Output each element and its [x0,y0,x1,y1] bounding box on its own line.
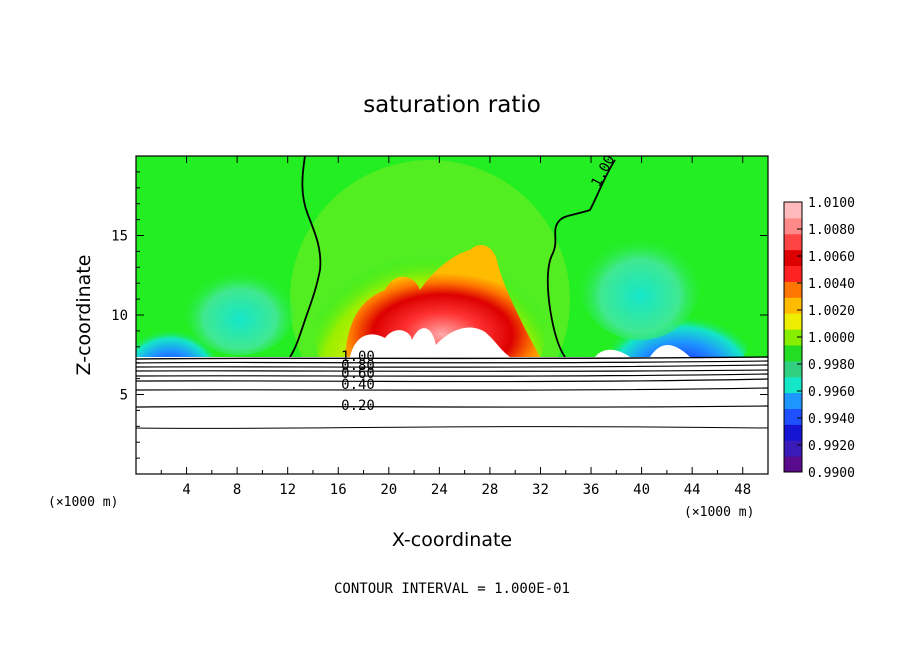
colorbar-swatch [784,233,802,251]
stratified-line [135,364,769,368]
plot-area: 1.00 1.000.800.600.400.20 4 8 12 16 20 24 28 32… [111,153,769,498]
x-tick-label: 36 [583,482,600,498]
contour-label: 0.60 [341,366,375,382]
colorbar-label: 0.9940 [808,412,855,427]
x-tick-label: 12 [279,482,296,498]
colorbar-swatch [784,360,802,378]
plume-white-core [350,327,510,357]
colorbar-swatch [784,392,802,409]
x-tick-label: 24 [431,482,448,498]
colorbar-label: 1.0000 [808,331,855,346]
colorbar-swatch [784,217,802,235]
stratified-line [135,360,769,364]
colorbar-swatch [784,297,802,314]
x-axis-label: X-coordinate [392,529,512,551]
stratified-contour-lines [135,356,769,429]
y-tick-label: 5 [120,388,128,404]
colorbar-swatch [784,329,802,346]
contour-line-right-boundary [546,159,616,358]
colorbar-label: 0.9980 [808,358,855,373]
contour-label: 0.40 [341,377,375,393]
x-axis-ticks: 4 8 12 16 20 24 28 32 36 40 44 48 [160,156,751,498]
x-unit-left: (×1000 m) [48,495,118,510]
colorbar-swatch [784,202,802,219]
stratified-line [135,405,769,408]
colorbar-label: 1.0060 [808,250,855,265]
contour-labels: 1.000.800.600.40 0.20 [341,349,375,414]
colorbar-label: 1.0100 [808,196,855,211]
colorbar-swatch [784,440,802,457]
y-tick-label: 15 [111,229,128,245]
lower-white-layer [136,357,768,474]
colorbar-label: 1.0020 [808,304,855,319]
colorbar-label: 0.9900 [808,466,855,481]
stratified-line [135,378,769,383]
stratified-line [135,369,769,372]
colorbar-swatch [784,408,802,425]
x-tick-label: 40 [633,482,650,498]
colorbar-swatch [784,265,802,282]
x-tick-label: 44 [684,482,701,498]
x-tick-label: 16 [330,482,347,498]
x-tick-label: 32 [532,482,549,498]
left-cyan-patch [185,265,295,355]
heatmap-field [136,156,768,357]
plume-core-region [345,245,540,357]
colorbar-swatch [784,344,802,362]
contour-label: 1.00 [341,349,375,365]
stratified-line [135,373,769,377]
stratified-line [135,356,769,360]
chart-title: saturation ratio [363,92,541,118]
colorbar-swatch [784,313,802,330]
x-tick-label: 28 [481,482,498,498]
y-axis-ticks: 5 10 15 [111,171,768,459]
contour-line-left-boundary [289,155,322,358]
colorbar-label: 1.0080 [808,223,855,238]
x-tick-label: 48 [734,482,751,498]
colorbar-swatch [784,249,802,267]
x-unit-right: (×1000 m) [684,505,754,520]
stratified-line [135,387,769,391]
stratified-line [135,426,769,429]
colorbar-swatch [784,281,802,298]
colorbar-label: 0.9960 [808,385,855,400]
y-tick-label: 10 [111,308,128,324]
contour-interval-text: CONTOUR INTERVAL = 1.000E-01 [334,581,570,597]
colorbar-label: 0.9920 [808,439,855,454]
colorbar-swatch [784,424,802,441]
colorbar-swatch [784,456,802,473]
colorbar-label: 1.0040 [808,277,855,292]
y-axis-label: Z-coordinate [73,255,95,376]
contour-label: 0.80 [341,358,375,374]
contour-label: 0.20 [341,398,375,414]
colorbar-swatch [784,376,802,394]
right-surface-white [595,344,690,357]
x-tick-label: 20 [380,482,397,498]
x-tick-label: 8 [233,482,241,498]
right-cyan-patch [580,230,700,340]
colorbar: 1.0100 1.0080 1.0060 1.0040 1.0020 1.0000 0.99… [783,196,855,481]
x-tick-label: 4 [182,482,190,498]
